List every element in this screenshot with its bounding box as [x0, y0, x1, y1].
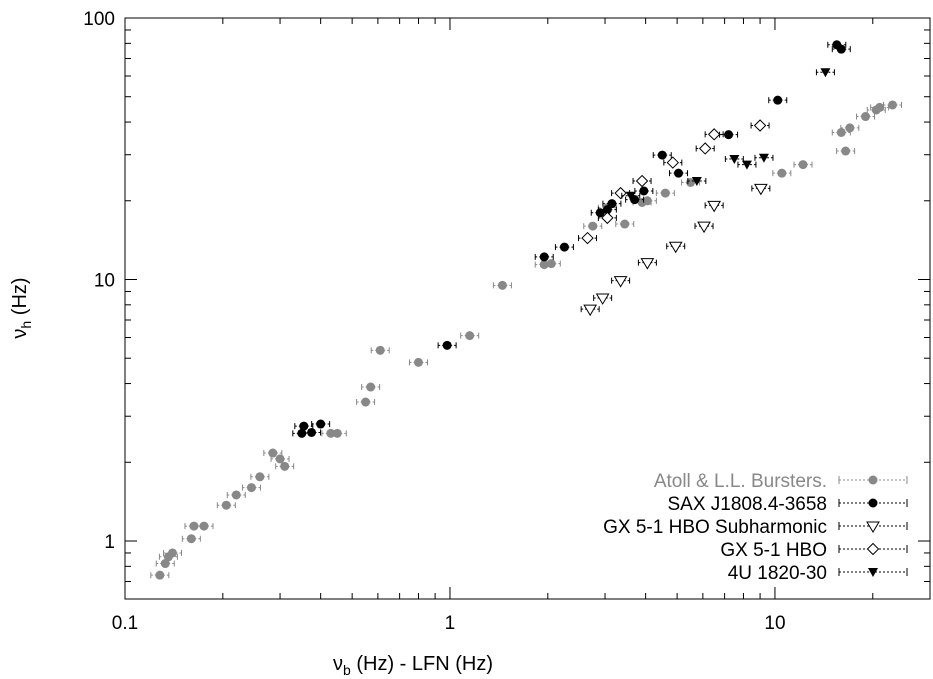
data-point — [559, 242, 569, 252]
data-point — [845, 123, 855, 133]
data-point — [588, 221, 598, 231]
data-point — [275, 454, 285, 464]
data-point — [442, 340, 452, 350]
data-point — [332, 428, 342, 438]
data-point — [620, 219, 630, 229]
legend-label: SAX J1808.4-3658 — [667, 494, 827, 515]
data-point — [707, 128, 721, 141]
data-point — [160, 559, 170, 569]
data-point — [660, 188, 670, 198]
legend-marker — [868, 498, 878, 508]
data-point — [614, 186, 627, 200]
data-point — [625, 191, 636, 201]
axis-ticks — [124, 17, 931, 600]
data-point — [255, 472, 265, 482]
plot-frame — [124, 17, 931, 600]
data-point — [741, 160, 752, 170]
data-point — [753, 119, 767, 132]
x-tick-label: 0.1 — [112, 613, 138, 634]
legend-label: GX 5-1 HBO Subharmonic — [603, 517, 827, 538]
data-point — [297, 428, 307, 438]
data-point — [635, 174, 649, 188]
data-point — [167, 548, 177, 558]
data-point — [607, 199, 617, 209]
data-point — [583, 304, 598, 317]
data-point — [798, 160, 808, 170]
y-tick-label: 1 — [104, 532, 115, 553]
y-axis-title: νh (Hz) — [9, 277, 34, 338]
y-tick-label: 100 — [83, 9, 115, 30]
data-point — [268, 448, 278, 458]
data-point — [861, 112, 871, 122]
data-points — [150, 40, 903, 580]
data-point — [497, 280, 507, 290]
legend-label: GX 5-1 HBO — [720, 540, 827, 561]
y-tick-label: 10 — [94, 270, 115, 291]
legend-marker — [868, 568, 878, 577]
data-point — [375, 345, 385, 355]
data-point — [186, 534, 196, 544]
data-point — [199, 521, 209, 531]
legend-label: Atoll & L.L. Bursters. — [654, 471, 827, 492]
series-2 — [580, 183, 771, 317]
data-point — [280, 461, 290, 471]
legend-label: 4U 1820-30 — [728, 563, 827, 584]
data-point — [307, 427, 317, 437]
x-tick-label: 10 — [764, 613, 785, 634]
data-point — [836, 44, 846, 54]
x-axis-title: νb (Hz) - LFN (Hz) — [333, 653, 493, 678]
data-point — [595, 293, 610, 305]
data-point — [836, 127, 846, 137]
data-point — [666, 156, 680, 169]
data-point — [820, 68, 831, 78]
x-tick-label: 1 — [445, 613, 456, 634]
data-point — [758, 153, 769, 163]
legend-marker — [866, 542, 880, 556]
data-point — [691, 177, 702, 187]
data-point — [697, 221, 711, 234]
data-point — [674, 168, 684, 178]
data-point — [465, 331, 475, 341]
series-3 — [578, 119, 770, 245]
data-point — [155, 570, 165, 580]
data-point — [316, 419, 326, 429]
data-point — [581, 231, 594, 245]
data-point — [413, 357, 423, 367]
data-point — [841, 146, 851, 156]
tick-labels: 0.1 1 10 1 10 100 — [83, 9, 785, 634]
data-point — [601, 211, 614, 225]
data-point — [724, 130, 734, 140]
series-4 — [621, 68, 835, 201]
data-point — [546, 259, 556, 269]
legend-marker — [866, 521, 880, 533]
data-point — [773, 95, 783, 105]
data-point — [729, 154, 740, 164]
data-point — [777, 168, 787, 178]
data-point — [361, 397, 371, 407]
data-point — [246, 483, 256, 493]
data-point — [189, 521, 199, 531]
data-point — [642, 196, 652, 206]
legend-marker — [868, 475, 878, 485]
data-point — [231, 490, 241, 500]
data-point — [875, 102, 885, 112]
data-point — [639, 186, 649, 196]
data-point — [888, 100, 898, 110]
data-point — [366, 382, 376, 392]
data-point — [640, 258, 655, 270]
data-point — [657, 150, 667, 160]
data-point — [668, 241, 683, 254]
data-point — [707, 200, 722, 213]
series-1 — [292, 40, 851, 438]
data-point — [299, 421, 309, 431]
legend: Atoll & L.L. Bursters.SAX J1808.4-3658GX… — [603, 471, 908, 584]
series-0 — [150, 100, 903, 580]
data-point — [613, 276, 628, 288]
data-point — [698, 142, 712, 155]
data-point — [539, 252, 549, 262]
data-point — [753, 183, 768, 196]
data-point — [221, 500, 231, 510]
